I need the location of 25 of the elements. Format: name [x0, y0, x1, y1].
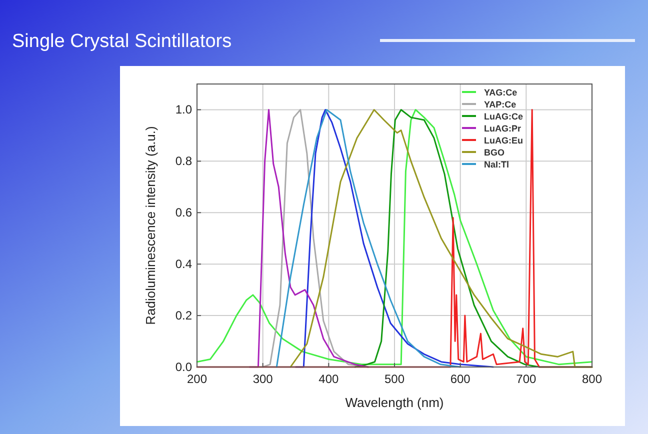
chart-title: Single Crystal Scintillators	[12, 31, 232, 52]
x-tick-label: 800	[582, 372, 602, 386]
y-tick-label: 0.6	[175, 206, 192, 220]
x-tick-label: 700	[516, 372, 536, 386]
y-tick-label: 0.2	[175, 308, 192, 323]
x-tick-label: 500	[384, 372, 405, 386]
x-tick-label: 600	[450, 372, 471, 386]
line-series	[290, 108, 593, 368]
legend-label: LuAG:Ce	[484, 112, 523, 122]
x-axis-title: Wavelength (nm)	[345, 395, 444, 410]
legend-label: LuAG:Pr	[484, 124, 522, 134]
legend-label: YAG:Ce	[484, 88, 518, 98]
x-tick-label: 400	[318, 372, 339, 386]
legend-label: YAP:Ce	[484, 100, 516, 110]
x-tick-label: 300	[252, 372, 274, 386]
line-series	[276, 108, 462, 368]
legend-label: BGO	[484, 148, 505, 158]
y-tick-label: 0.4	[175, 257, 192, 272]
legend-label: NaI:Tl	[484, 160, 510, 170]
y-tick-label: 0.8	[175, 154, 192, 168]
y-tick-label: 1.0	[175, 102, 192, 117]
x-tick-label: 200	[186, 372, 208, 386]
y-axis-title: Radioluminescence intensity (a.u.)	[143, 126, 158, 325]
y-tick-label: 0.0	[175, 360, 192, 374]
legend-label: LuAG:Eu	[484, 136, 523, 146]
